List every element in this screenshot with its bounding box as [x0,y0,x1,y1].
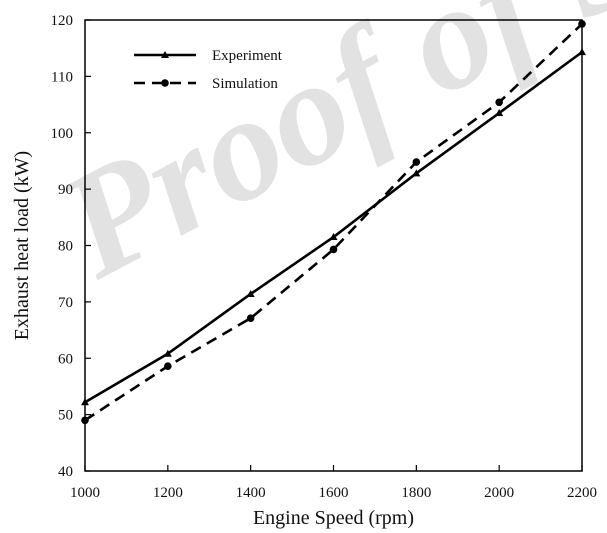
experiment-point [495,109,504,117]
plot-marks [81,20,586,425]
x-tick-label: 1600 [319,485,349,501]
y-tick-label: 110 [51,69,73,85]
x-tick-label: 1000 [70,485,100,501]
simulation-point [329,245,338,254]
y-tick-label: 90 [58,182,73,198]
experiment-point [163,349,172,357]
legend-marker-triangle [161,51,169,58]
x-tick-label: 1200 [153,485,183,501]
simulation-point [246,314,255,323]
y-tick-label: 100 [51,126,74,142]
experiment-point [412,169,421,177]
experiment-point [246,289,255,297]
y-tick-label: 60 [58,351,73,367]
legend: Experiment Simulation [134,48,283,92]
y-tick-label: 120 [51,13,74,29]
legend-marker-circle [161,79,169,87]
x-tick-label: 1800 [401,485,431,501]
legend-label-experiment: Experiment [212,48,283,64]
x-tick-label: 1400 [236,485,266,501]
simulation-point [495,98,503,107]
x-tick-label: 2200 [567,485,597,501]
simulation-point [412,158,421,166]
y-tick-label: 50 [58,408,73,424]
y-tick-label: 70 [58,295,73,311]
simulation-point [164,362,172,370]
x-axis-label: Engine Speed (rpm) [253,507,414,529]
y-axis-label: Exhaust heat load (kW) [11,151,33,340]
watermark: Proof of S [34,0,607,310]
simulation-series [81,20,586,425]
y-tick-label: 40 [58,464,73,480]
x-tick-label: 2000 [484,485,514,501]
legend-label-simulation: Simulation [212,76,278,92]
axis-ticks: 1000 1200 1400 1600 1800 2000 2200 40 50 60 70 80 90… [51,13,598,501]
experiment-point [329,233,338,241]
y-tick-label: 80 [58,239,73,255]
watermark-text: Proof of S [34,0,607,310]
